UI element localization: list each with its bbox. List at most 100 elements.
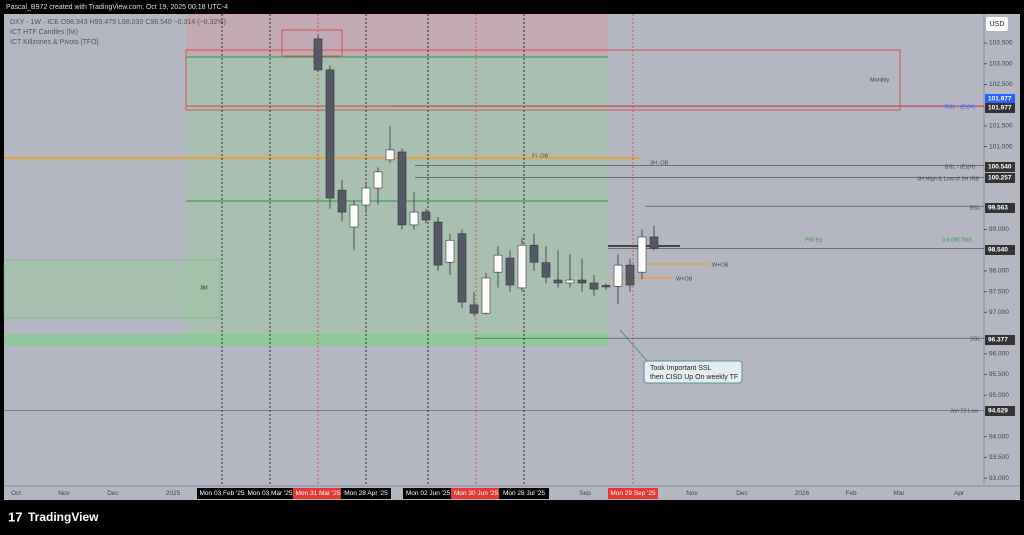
candle-body	[589, 282, 599, 290]
x-tick-label: Mon 28 Apr '25	[344, 490, 388, 497]
x-tick-label: Dec	[107, 490, 119, 497]
footer	[0, 500, 1024, 535]
price-tag-label: 100.540	[988, 164, 1012, 171]
candle-body	[349, 204, 359, 228]
annotation: W+OB	[676, 276, 693, 282]
candle-body	[325, 69, 335, 199]
candle-body	[625, 264, 635, 286]
x-tick-label: Mon 29 Sep '25	[610, 490, 656, 497]
price-tag	[985, 203, 1015, 213]
annotation: 0.5 (98.760)	[942, 237, 972, 243]
zone	[186, 14, 608, 56]
price-tag	[985, 162, 1015, 172]
annotation: 3M	[200, 285, 208, 291]
candle-body	[637, 236, 647, 273]
currency[interactable]: USD	[990, 21, 1005, 28]
callout-arrow	[619, 329, 649, 363]
x-tick-label: Sep	[579, 490, 591, 497]
annotation: BSL	[970, 205, 980, 211]
price-tag-label: 98.540	[988, 247, 1008, 254]
monthly-box	[185, 49, 901, 111]
annotation: W+OB	[712, 262, 729, 268]
callout-text: then CISD Up On weekly TF	[650, 374, 738, 381]
indicator: ICT Killzones & Pivots [TFO]	[10, 39, 99, 46]
y-tick-label: 103.500	[989, 40, 1013, 47]
price-tag	[985, 406, 1015, 416]
date-badge	[499, 488, 549, 499]
y-tick-label: 95.500	[989, 371, 1009, 378]
x-tick-label: Mon 03 Feb '25	[200, 490, 245, 497]
candle-body	[397, 151, 407, 226]
box	[281, 29, 343, 57]
candle-body	[361, 187, 371, 206]
zone-3m	[3, 259, 221, 319]
y-tick-label: 96.000	[989, 351, 1009, 358]
top-bar	[0, 0, 1024, 12]
x-tick-label: 2026	[795, 490, 810, 497]
annotation: 3H High & Low of 3H IRB	[917, 176, 979, 182]
candle-body	[433, 221, 443, 266]
candle-body	[313, 38, 323, 71]
callout	[643, 360, 743, 384]
brand: TradingView	[28, 510, 99, 524]
x-tick-label: Mon 02 Jun '25	[406, 490, 451, 497]
x-tick-label: Mon 31 Mar '25	[296, 490, 341, 497]
date-badge	[245, 488, 295, 499]
date-badge	[197, 488, 247, 499]
candle-body	[385, 149, 395, 161]
candle-body	[421, 211, 431, 221]
candle-body	[529, 244, 539, 263]
date-badge	[341, 488, 391, 499]
x-tick-label: Mon 28 Jul '25	[503, 490, 545, 497]
date-badge	[451, 488, 501, 499]
price-tag	[985, 335, 1015, 345]
annotation: 3H -OB	[650, 160, 669, 166]
date-badge	[403, 488, 453, 499]
price-tag	[985, 103, 1015, 113]
annotation: Jan 23 Low	[950, 408, 978, 414]
price-tag-label: 100.257	[988, 175, 1012, 182]
candle-body	[445, 239, 455, 263]
annotation: BSL - (E)(H)	[945, 104, 975, 110]
x-tick-label: Feb	[845, 490, 857, 497]
zone	[4, 334, 608, 346]
candle-body	[409, 211, 419, 226]
candle-body	[649, 236, 659, 249]
y-tick-label: 93.500	[989, 454, 1009, 461]
x-tick-label: Mon 30 Jun '25	[454, 490, 499, 497]
y-tick-label: 99.000	[989, 226, 1009, 233]
y-tick-label: 98.000	[989, 268, 1009, 275]
currency-button[interactable]	[986, 17, 1008, 31]
y-tick-label: 101.500	[989, 123, 1013, 130]
candle-body	[601, 285, 611, 288]
candle-body	[577, 279, 587, 284]
y-tick-label: 94.000	[989, 433, 1009, 440]
indicator: ICT HTF Candles (fvi)	[10, 29, 78, 36]
y-tick-label: 95.000	[989, 392, 1009, 399]
candle-body	[553, 279, 563, 284]
candle-body	[613, 264, 623, 287]
x-tick-label: Dec	[736, 490, 748, 497]
credit: Pascal_B972 created with TradingView.com…	[6, 4, 228, 11]
candle-body	[493, 254, 503, 273]
x-tick-label: Mar	[893, 490, 905, 497]
y-tick-label: 101.000	[989, 143, 1013, 150]
candle-body	[505, 257, 515, 286]
callout-text: Took Important SSL	[650, 365, 712, 372]
symbol: DXY · 1W · ICE O98.943 H99.475 L98.030 C…	[10, 19, 226, 26]
x-tick-label: Oct	[11, 490, 21, 497]
y-tick-label: 102.500	[989, 81, 1013, 88]
chart-layer: 103.500 103.000 102.500 101.500 101.000 99.00…	[4, 14, 1015, 499]
candle-body	[481, 277, 491, 314]
y-tick-label: 93.000	[989, 475, 1009, 482]
price-tag	[985, 94, 1015, 104]
x-tick-label: Nov	[58, 490, 70, 497]
candle-body	[457, 233, 467, 303]
logo-mark: 17	[8, 509, 22, 524]
annotation: FI -OB	[532, 153, 549, 159]
x-tick-label: Apr	[954, 490, 965, 497]
annotation: PW Eq	[805, 237, 822, 243]
price-tag-label: 99.563	[988, 205, 1008, 212]
y-tick-label: 103.000	[989, 60, 1013, 67]
